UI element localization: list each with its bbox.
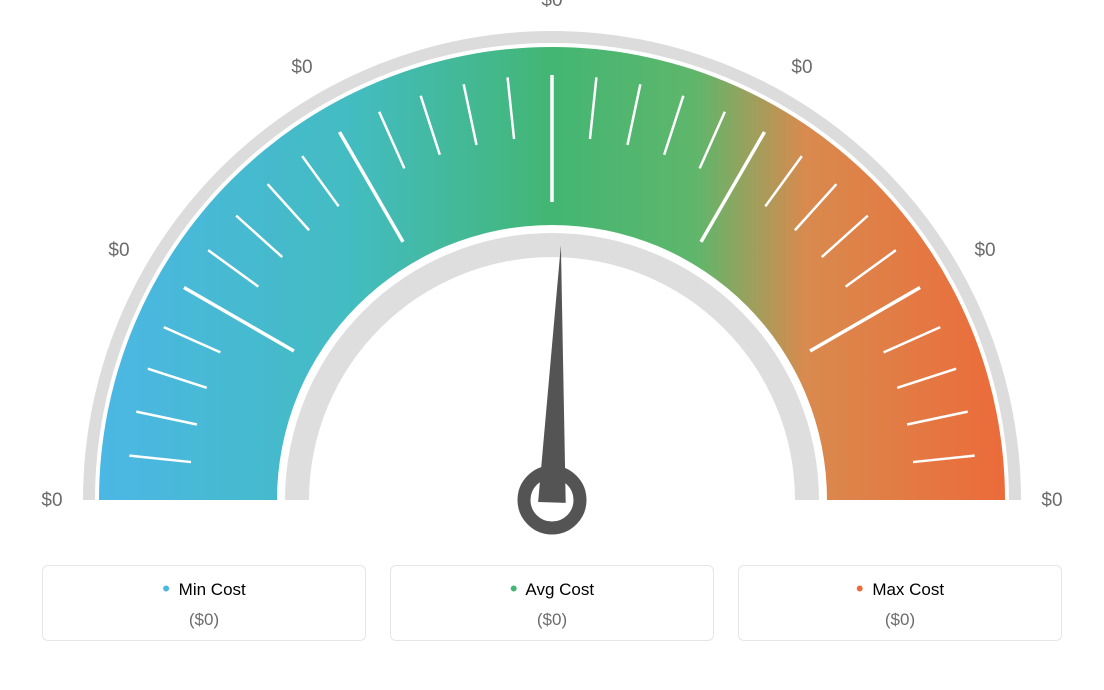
legend-card-avg: • Avg Cost ($0) <box>390 565 714 641</box>
svg-text:$0: $0 <box>291 57 312 78</box>
svg-text:$0: $0 <box>108 240 129 261</box>
legend-label-min: Min Cost <box>179 580 246 599</box>
legend-value-min: ($0) <box>53 610 355 630</box>
legend-title-min: • Min Cost <box>53 580 355 600</box>
svg-text:$0: $0 <box>791 57 812 78</box>
legend-value-max: ($0) <box>749 610 1051 630</box>
gauge-svg: $0 $0 $0 $0 $0 $0 $0 <box>0 0 1104 560</box>
gauge-area: $0 $0 $0 $0 $0 $0 $0 <box>0 0 1104 560</box>
svg-text:$0: $0 <box>1041 490 1062 511</box>
legend-label-avg: Avg Cost <box>525 580 594 599</box>
svg-text:$0: $0 <box>41 490 62 511</box>
cost-gauge-widget: $0 $0 $0 $0 $0 $0 $0 • Min Cost ($0) • Avg Cos… <box>0 0 1104 690</box>
svg-text:$0: $0 <box>974 240 995 261</box>
legend-row: • Min Cost ($0) • Avg Cost ($0) • Max Co… <box>42 565 1062 641</box>
legend-card-min: • Min Cost ($0) <box>42 565 366 641</box>
legend-title-avg: • Avg Cost <box>401 580 703 600</box>
legend-label-max: Max Cost <box>872 580 944 599</box>
svg-text:$0: $0 <box>541 0 562 11</box>
legend-value-avg: ($0) <box>401 610 703 630</box>
legend-title-max: • Max Cost <box>749 580 1051 600</box>
legend-card-max: • Max Cost ($0) <box>738 565 1062 641</box>
